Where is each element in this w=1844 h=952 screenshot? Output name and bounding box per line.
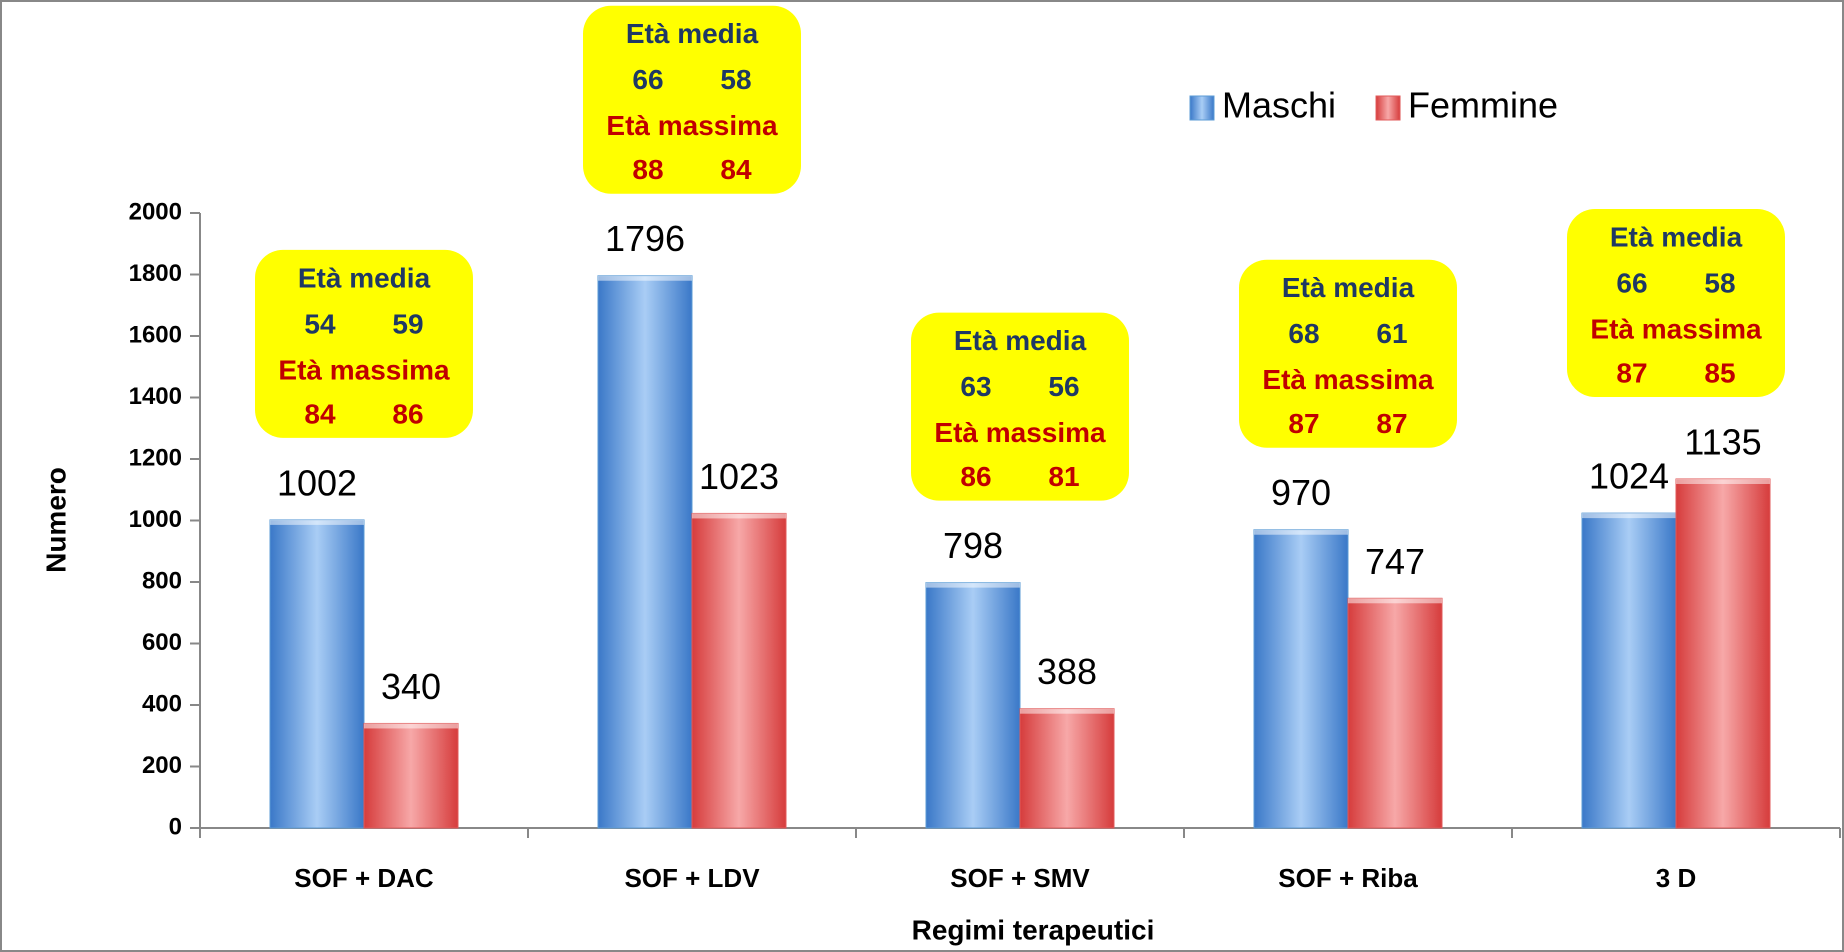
annotation-mean-label: Età media xyxy=(1282,272,1415,303)
bar xyxy=(597,275,693,829)
value-label: 1135 xyxy=(1684,422,1761,463)
annotation-box xyxy=(911,312,1129,501)
y-tick-label: 1000 xyxy=(129,506,182,533)
legend-label: Maschi xyxy=(1222,85,1336,126)
annotation-max: 84 xyxy=(720,154,752,185)
y-axis-title: Numero xyxy=(40,467,71,573)
annotation-max-label: Età massima xyxy=(606,110,778,141)
annotation-mean-label: Età media xyxy=(298,262,431,293)
x-tick-label: 3 D xyxy=(1656,863,1696,893)
annotation-mean: 58 xyxy=(720,64,751,95)
bar-cap xyxy=(1676,478,1770,484)
bar xyxy=(1347,597,1443,829)
y-tick-label: 1200 xyxy=(129,444,182,471)
y-tick-label: 1600 xyxy=(129,321,182,348)
annotation-mean-label: Età media xyxy=(1610,221,1743,252)
bar xyxy=(1019,708,1115,829)
annotation-mean: 63 xyxy=(960,371,991,402)
bar xyxy=(363,722,459,829)
annotation-box xyxy=(255,249,473,438)
bar-cap xyxy=(1254,529,1348,535)
y-tick-label: 1800 xyxy=(129,260,182,287)
legend-swatch xyxy=(1189,95,1215,121)
annotation-max-label: Età massima xyxy=(278,354,450,385)
value-label: 1796 xyxy=(605,218,685,259)
annotation-mean: 66 xyxy=(632,64,663,95)
bar xyxy=(1581,512,1677,829)
annotation-max: 87 xyxy=(1376,408,1407,439)
annotation-max-label: Età massima xyxy=(1262,364,1434,395)
annotation-mean: 66 xyxy=(1616,267,1647,298)
annotation-mean: 68 xyxy=(1288,318,1319,349)
legend-label: Femmine xyxy=(1408,85,1558,126)
annotation-mean: 54 xyxy=(304,308,336,339)
bar-cap xyxy=(598,275,692,281)
x-tick-label: SOF + Riba xyxy=(1278,863,1418,893)
annotation-mean-label: Età media xyxy=(626,18,759,49)
x-tick-label: SOF + LDV xyxy=(624,863,760,893)
x-tick-label: SOF + DAC xyxy=(294,863,434,893)
bar-cap xyxy=(1582,513,1676,519)
y-tick-label: 600 xyxy=(142,629,182,656)
bar xyxy=(691,512,787,829)
annotation-box xyxy=(1567,208,1785,397)
y-tick-label: 200 xyxy=(142,752,182,779)
annotation-max-label: Età massima xyxy=(1590,313,1762,344)
annotation-mean-label: Età media xyxy=(954,325,1087,356)
value-label: 1002 xyxy=(277,462,357,503)
annotation-mean: 61 xyxy=(1376,318,1407,349)
value-label: 388 xyxy=(1037,651,1097,692)
value-label: 747 xyxy=(1365,541,1425,582)
annotation-mean: 56 xyxy=(1048,371,1079,402)
annotation-box xyxy=(583,5,801,194)
annotation-max: 88 xyxy=(632,154,663,185)
value-label: 1023 xyxy=(699,456,779,497)
y-tick-label: 0 xyxy=(169,813,182,840)
legend-swatch xyxy=(1375,95,1401,121)
annotation-max: 84 xyxy=(304,398,336,429)
bar xyxy=(269,519,365,829)
value-label: 970 xyxy=(1271,472,1331,513)
bar xyxy=(1253,529,1349,829)
annotation-max: 87 xyxy=(1288,408,1319,439)
value-label: 798 xyxy=(943,525,1003,566)
bar-cap xyxy=(1348,598,1442,604)
annotation-max: 81 xyxy=(1048,461,1079,492)
x-tick-label: SOF + SMV xyxy=(950,863,1090,893)
annotation-max: 87 xyxy=(1616,357,1647,388)
annotation-box xyxy=(1239,259,1457,448)
annotation-max-label: Età massima xyxy=(934,417,1106,448)
bar xyxy=(925,582,1021,829)
bar-cap xyxy=(270,519,364,525)
annotation-mean: 59 xyxy=(392,308,423,339)
bar-cap xyxy=(692,513,786,519)
y-tick-label: 2000 xyxy=(129,198,182,225)
value-label: 340 xyxy=(381,666,441,707)
annotation-mean: 58 xyxy=(1704,267,1735,298)
annotation-max: 85 xyxy=(1704,357,1735,388)
bar-cap xyxy=(1020,708,1114,714)
annotation-max: 86 xyxy=(960,461,991,492)
bar-cap xyxy=(926,582,1020,588)
bar-cap xyxy=(364,723,458,729)
y-tick-label: 1400 xyxy=(129,383,182,410)
y-tick-label: 800 xyxy=(142,567,182,594)
annotation-max: 86 xyxy=(392,398,423,429)
value-label: 1024 xyxy=(1589,456,1669,497)
bar xyxy=(1675,478,1771,829)
x-axis-title: Regimi terapeutici xyxy=(912,914,1155,945)
y-tick-label: 400 xyxy=(142,690,182,717)
